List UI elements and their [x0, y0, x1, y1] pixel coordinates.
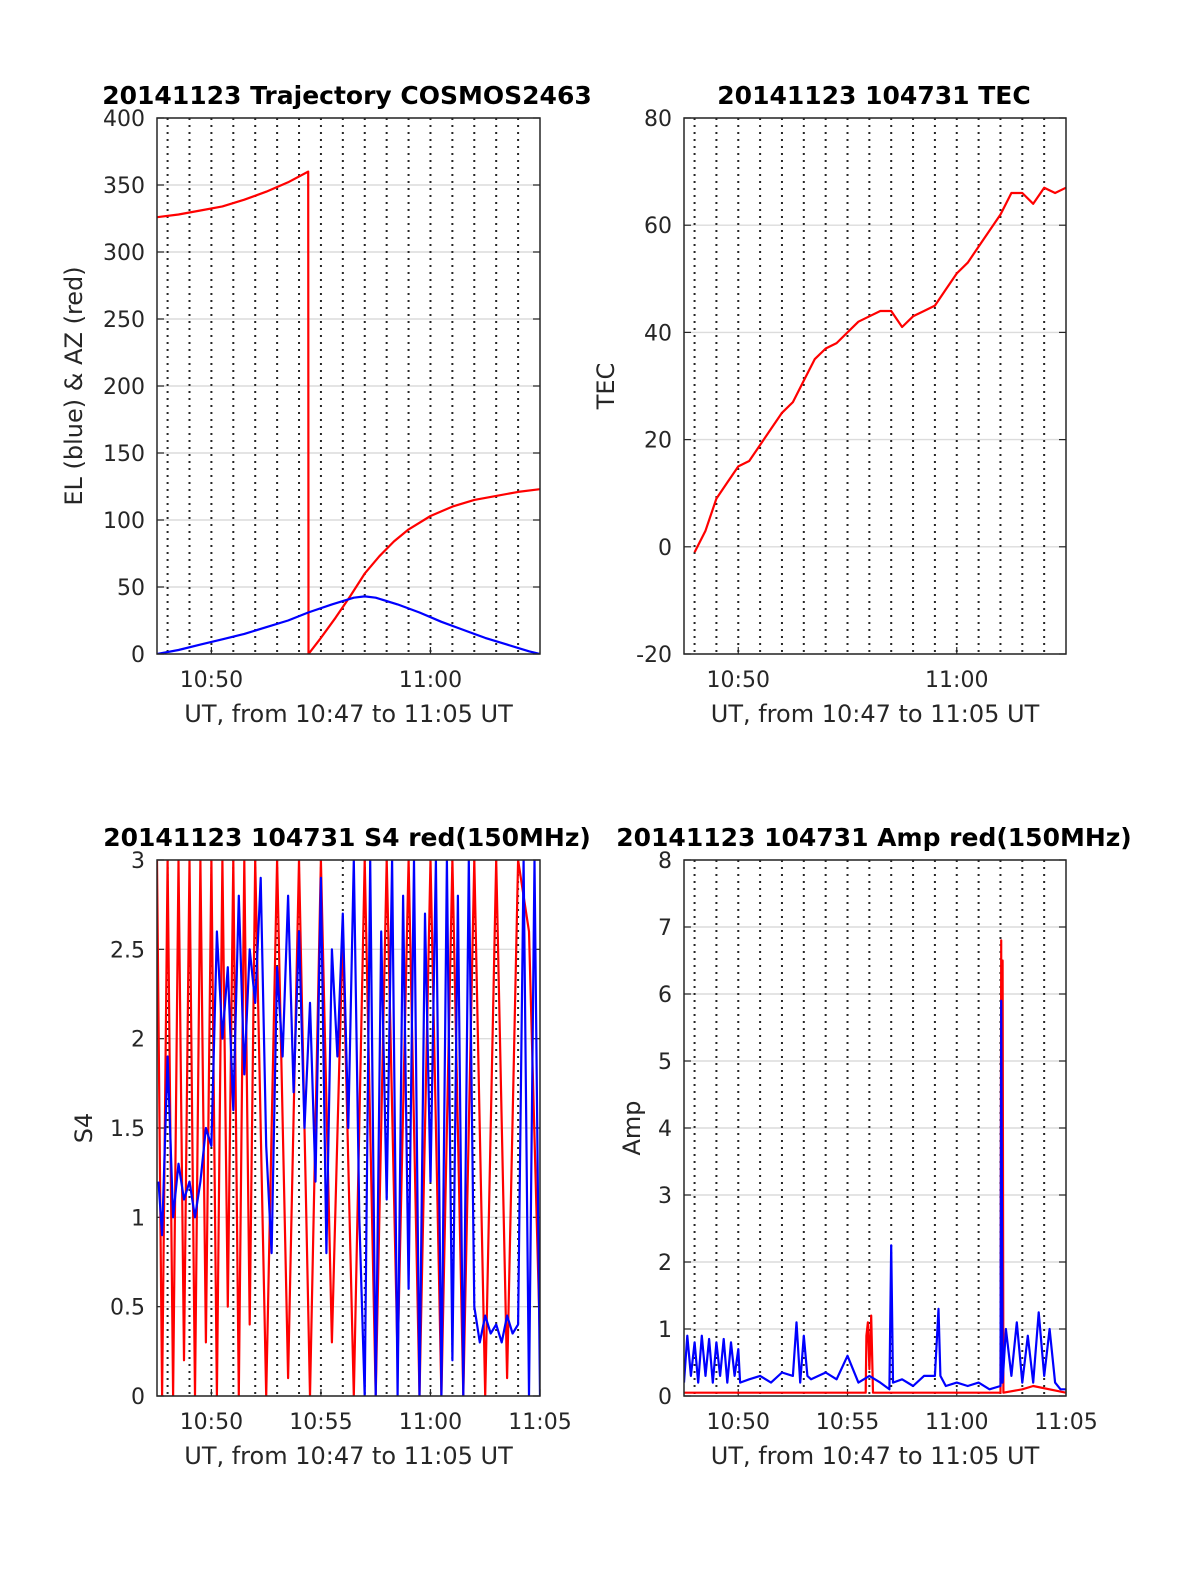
- s4-x-axis-label: UT, from 10:47 to 11:05 UT: [184, 1442, 513, 1470]
- trajectory-y-axis-label: EL (blue) & AZ (red): [60, 266, 88, 505]
- amp-y-axis-label: Amp: [618, 1100, 646, 1155]
- amp-ytick-label: 6: [658, 983, 672, 1008]
- s4-ytick-label: 1.5: [110, 1117, 145, 1142]
- amp-xtick-label: 11:00: [925, 1410, 988, 1435]
- tec-ytick-label: 0: [658, 536, 672, 561]
- amp-ytick-label: 4: [658, 1117, 672, 1142]
- amp-ytick-label: 0: [658, 1385, 672, 1410]
- s4-xtick-label: 10:55: [289, 1410, 352, 1435]
- trajectory-ytick-label: 350: [103, 174, 145, 199]
- amp-xtick-label: 10:50: [707, 1410, 770, 1435]
- trajectory-series-0-line: [157, 170, 540, 654]
- s4-xtick-label: 11:00: [399, 1410, 462, 1435]
- trajectory-ytick-label: 50: [117, 576, 145, 601]
- trajectory-axes-frame: [156, 117, 541, 655]
- trajectory-series-1-line: [157, 595, 540, 654]
- s4-ytick-label: 0.5: [110, 1296, 145, 1321]
- trajectory-plot-panel: 0 50 100 150 200 250 300 350 400 10:50 11:00 201411…: [60, 81, 592, 728]
- tec-y-axis-label: TEC: [592, 363, 620, 411]
- tec-xtick-label: 10:50: [707, 668, 770, 693]
- amp-ytick-label: 3: [658, 1184, 672, 1209]
- amp-xtick-label: 11:05: [1034, 1410, 1097, 1435]
- amp-ytick-label: 7: [658, 916, 672, 941]
- tec-ytick-label: 40: [644, 321, 672, 346]
- amp-ytick-label: 1: [658, 1318, 672, 1343]
- trajectory-ytick-label: 250: [103, 308, 145, 333]
- tec-title: 20141123 104731 TEC: [717, 81, 1030, 110]
- s4-series-0-line: [157, 860, 540, 1396]
- trajectory-title: 20141123 Trajectory COSMOS2463: [102, 81, 592, 110]
- s4-ytick-label: 2.5: [110, 938, 145, 963]
- s4-xtick-label: 11:05: [508, 1410, 571, 1435]
- s4-y-axis-label: S4: [70, 1113, 98, 1144]
- tec-xtick-label: 11:00: [925, 668, 988, 693]
- trajectory-ytick-label: 0: [131, 643, 145, 668]
- trajectory-x-axis-label: UT, from 10:47 to 11:05 UT: [184, 700, 513, 728]
- tec-ytick-label: -20: [636, 643, 672, 668]
- s4-ytick-label: 0: [131, 1385, 145, 1410]
- tec-x-axis-label: UT, from 10:47 to 11:05 UT: [711, 700, 1040, 728]
- trajectory-xtick-label: 10:50: [180, 668, 243, 693]
- trajectory-ytick-label: 200: [103, 375, 145, 400]
- s4-series-1-line: [157, 860, 540, 1396]
- amp-x-axis-label: UT, from 10:47 to 11:05 UT: [711, 1442, 1040, 1470]
- amp-ytick-label: 5: [658, 1050, 672, 1075]
- s4-ytick-label: 1: [131, 1206, 145, 1231]
- amp-series-0-line: [684, 939, 1066, 1394]
- amp-title: 20141123 104731 Amp red(150MHz): [616, 823, 1132, 852]
- trajectory-ytick-label: 100: [103, 509, 145, 534]
- tec-ytick-label: 60: [644, 214, 672, 239]
- tec-ytick-label: 20: [644, 429, 672, 454]
- amp-series-1-line: [684, 999, 1066, 1391]
- amp-axes-frame: [683, 859, 1067, 1397]
- trajectory-ytick-label: 150: [103, 442, 145, 467]
- amp-plot-panel: 0 1 2 3 4 5 6 7 8 10:50 10:55 11:00 11:05 20141123 10…: [616, 823, 1132, 1470]
- trajectory-xtick-label: 11:00: [399, 668, 462, 693]
- tec-plot-panel: -20 0 20 40 60 80 10:50 11:00 20141123 104731 TE…: [592, 81, 1067, 728]
- s4-axes-frame: [156, 859, 541, 1397]
- trajectory-ytick-label: 300: [103, 241, 145, 266]
- s4-plot-panel: 0 0.5 1 1.5 2 2.5 3 10:50 10:55 11:00 11:05 2014112…: [70, 823, 591, 1470]
- s4-ytick-label: 3: [131, 849, 145, 874]
- tec-series-0-line: [693, 186, 1066, 553]
- amp-xtick-label: 10:55: [816, 1410, 879, 1435]
- s4-xtick-label: 10:50: [180, 1410, 243, 1435]
- amp-ytick-label: 8: [658, 849, 672, 874]
- s4-ytick-label: 2: [131, 1028, 145, 1053]
- amp-ytick-label: 2: [658, 1251, 672, 1276]
- s4-title: 20141123 104731 S4 red(150MHz): [103, 823, 591, 852]
- trajectory-ytick-label: 400: [103, 107, 145, 132]
- tec-axes-frame: [683, 117, 1067, 655]
- tec-ytick-label: 80: [644, 107, 672, 132]
